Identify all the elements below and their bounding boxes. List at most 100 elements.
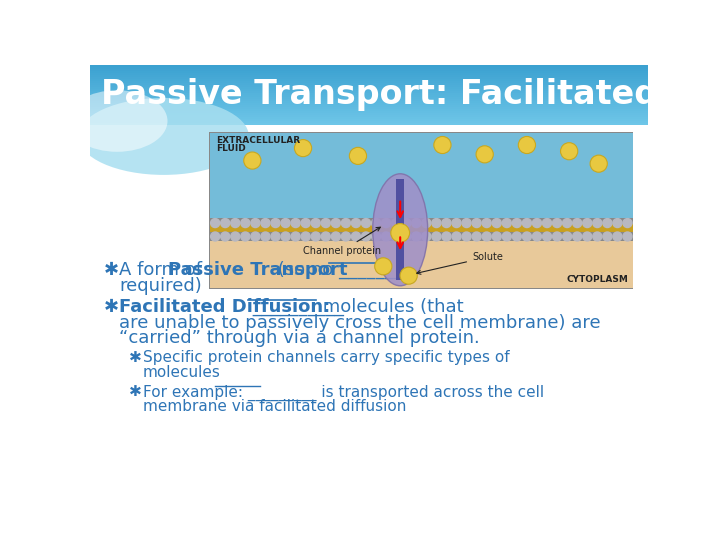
Circle shape xyxy=(294,139,312,157)
Text: Solute: Solute xyxy=(417,252,503,274)
Text: Passive Transport: Facilitated Diffusion: Passive Transport: Facilitated Diffusion xyxy=(101,78,720,111)
Circle shape xyxy=(391,224,410,242)
Circle shape xyxy=(281,232,290,241)
Text: ✱: ✱ xyxy=(104,261,119,279)
Text: A form of: A form of xyxy=(120,261,208,279)
Text: ✱: ✱ xyxy=(129,384,142,400)
Ellipse shape xyxy=(67,90,168,152)
Text: FLUID: FLUID xyxy=(216,144,246,153)
Circle shape xyxy=(412,219,420,227)
Circle shape xyxy=(452,219,461,227)
Bar xyxy=(90,116,648,119)
Circle shape xyxy=(523,232,531,241)
Circle shape xyxy=(562,219,572,227)
Text: “carried” through via a channel protein.: “carried” through via a channel protein. xyxy=(120,329,480,347)
Circle shape xyxy=(472,232,481,241)
Text: For example: _________ is transported across the cell: For example: _________ is transported ac… xyxy=(143,384,544,401)
Circle shape xyxy=(251,219,260,227)
Circle shape xyxy=(542,219,552,227)
Text: ✱: ✱ xyxy=(129,350,142,366)
Bar xyxy=(210,132,632,218)
Circle shape xyxy=(291,219,300,227)
Circle shape xyxy=(613,232,622,241)
Circle shape xyxy=(382,219,391,227)
Circle shape xyxy=(361,219,371,227)
Circle shape xyxy=(492,232,501,241)
Circle shape xyxy=(603,232,612,241)
Circle shape xyxy=(432,219,441,227)
Circle shape xyxy=(472,219,481,227)
Circle shape xyxy=(392,219,401,227)
Circle shape xyxy=(301,219,310,227)
Circle shape xyxy=(400,267,418,284)
Text: membrane via facilitated diffusion: membrane via facilitated diffusion xyxy=(143,399,406,414)
Circle shape xyxy=(552,219,562,227)
Circle shape xyxy=(271,232,280,241)
Circle shape xyxy=(623,219,632,227)
Bar xyxy=(396,179,405,280)
Text: molecules (that: molecules (that xyxy=(317,298,464,316)
Circle shape xyxy=(240,219,250,227)
Bar xyxy=(90,82,648,85)
Circle shape xyxy=(331,219,341,227)
Circle shape xyxy=(603,219,612,227)
Circle shape xyxy=(412,232,420,241)
Circle shape xyxy=(321,219,330,227)
Bar xyxy=(90,86,648,89)
Circle shape xyxy=(271,219,280,227)
Circle shape xyxy=(523,219,531,227)
Circle shape xyxy=(374,258,392,275)
Circle shape xyxy=(422,232,431,241)
Circle shape xyxy=(261,219,270,227)
Circle shape xyxy=(251,232,260,241)
Circle shape xyxy=(349,147,366,165)
Circle shape xyxy=(542,232,552,241)
Circle shape xyxy=(593,219,602,227)
Text: required): required) xyxy=(120,276,202,294)
Bar xyxy=(90,70,648,73)
Circle shape xyxy=(432,232,441,241)
Circle shape xyxy=(613,219,622,227)
Circle shape xyxy=(532,219,541,227)
Circle shape xyxy=(562,232,572,241)
Circle shape xyxy=(321,232,330,241)
Circle shape xyxy=(513,219,521,227)
Bar xyxy=(90,108,648,111)
Circle shape xyxy=(442,219,451,227)
Circle shape xyxy=(261,232,270,241)
Ellipse shape xyxy=(373,174,428,286)
Circle shape xyxy=(341,219,351,227)
Bar xyxy=(90,92,648,95)
Circle shape xyxy=(623,232,632,241)
Circle shape xyxy=(503,219,511,227)
Circle shape xyxy=(301,232,310,241)
Bar xyxy=(90,84,648,87)
Bar xyxy=(210,224,632,228)
Circle shape xyxy=(452,232,461,241)
Circle shape xyxy=(434,137,451,153)
Bar xyxy=(210,227,632,232)
Circle shape xyxy=(240,232,250,241)
Circle shape xyxy=(311,219,320,227)
Circle shape xyxy=(351,219,361,227)
Circle shape xyxy=(221,219,230,227)
Text: __________: __________ xyxy=(248,298,344,316)
Circle shape xyxy=(476,146,493,163)
Bar xyxy=(90,90,648,93)
Bar xyxy=(90,72,648,75)
Text: ✱: ✱ xyxy=(104,298,119,316)
Circle shape xyxy=(572,219,582,227)
Circle shape xyxy=(552,232,562,241)
Text: molecules: molecules xyxy=(143,365,220,380)
Circle shape xyxy=(351,232,361,241)
Circle shape xyxy=(482,219,491,227)
Circle shape xyxy=(211,232,220,241)
Circle shape xyxy=(382,232,391,241)
Text: EXTRACELLULAR: EXTRACELLULAR xyxy=(216,137,300,145)
Bar xyxy=(90,106,648,109)
Bar xyxy=(90,76,648,79)
Circle shape xyxy=(482,232,491,241)
Circle shape xyxy=(503,232,511,241)
Bar xyxy=(90,102,648,105)
Circle shape xyxy=(402,232,410,241)
